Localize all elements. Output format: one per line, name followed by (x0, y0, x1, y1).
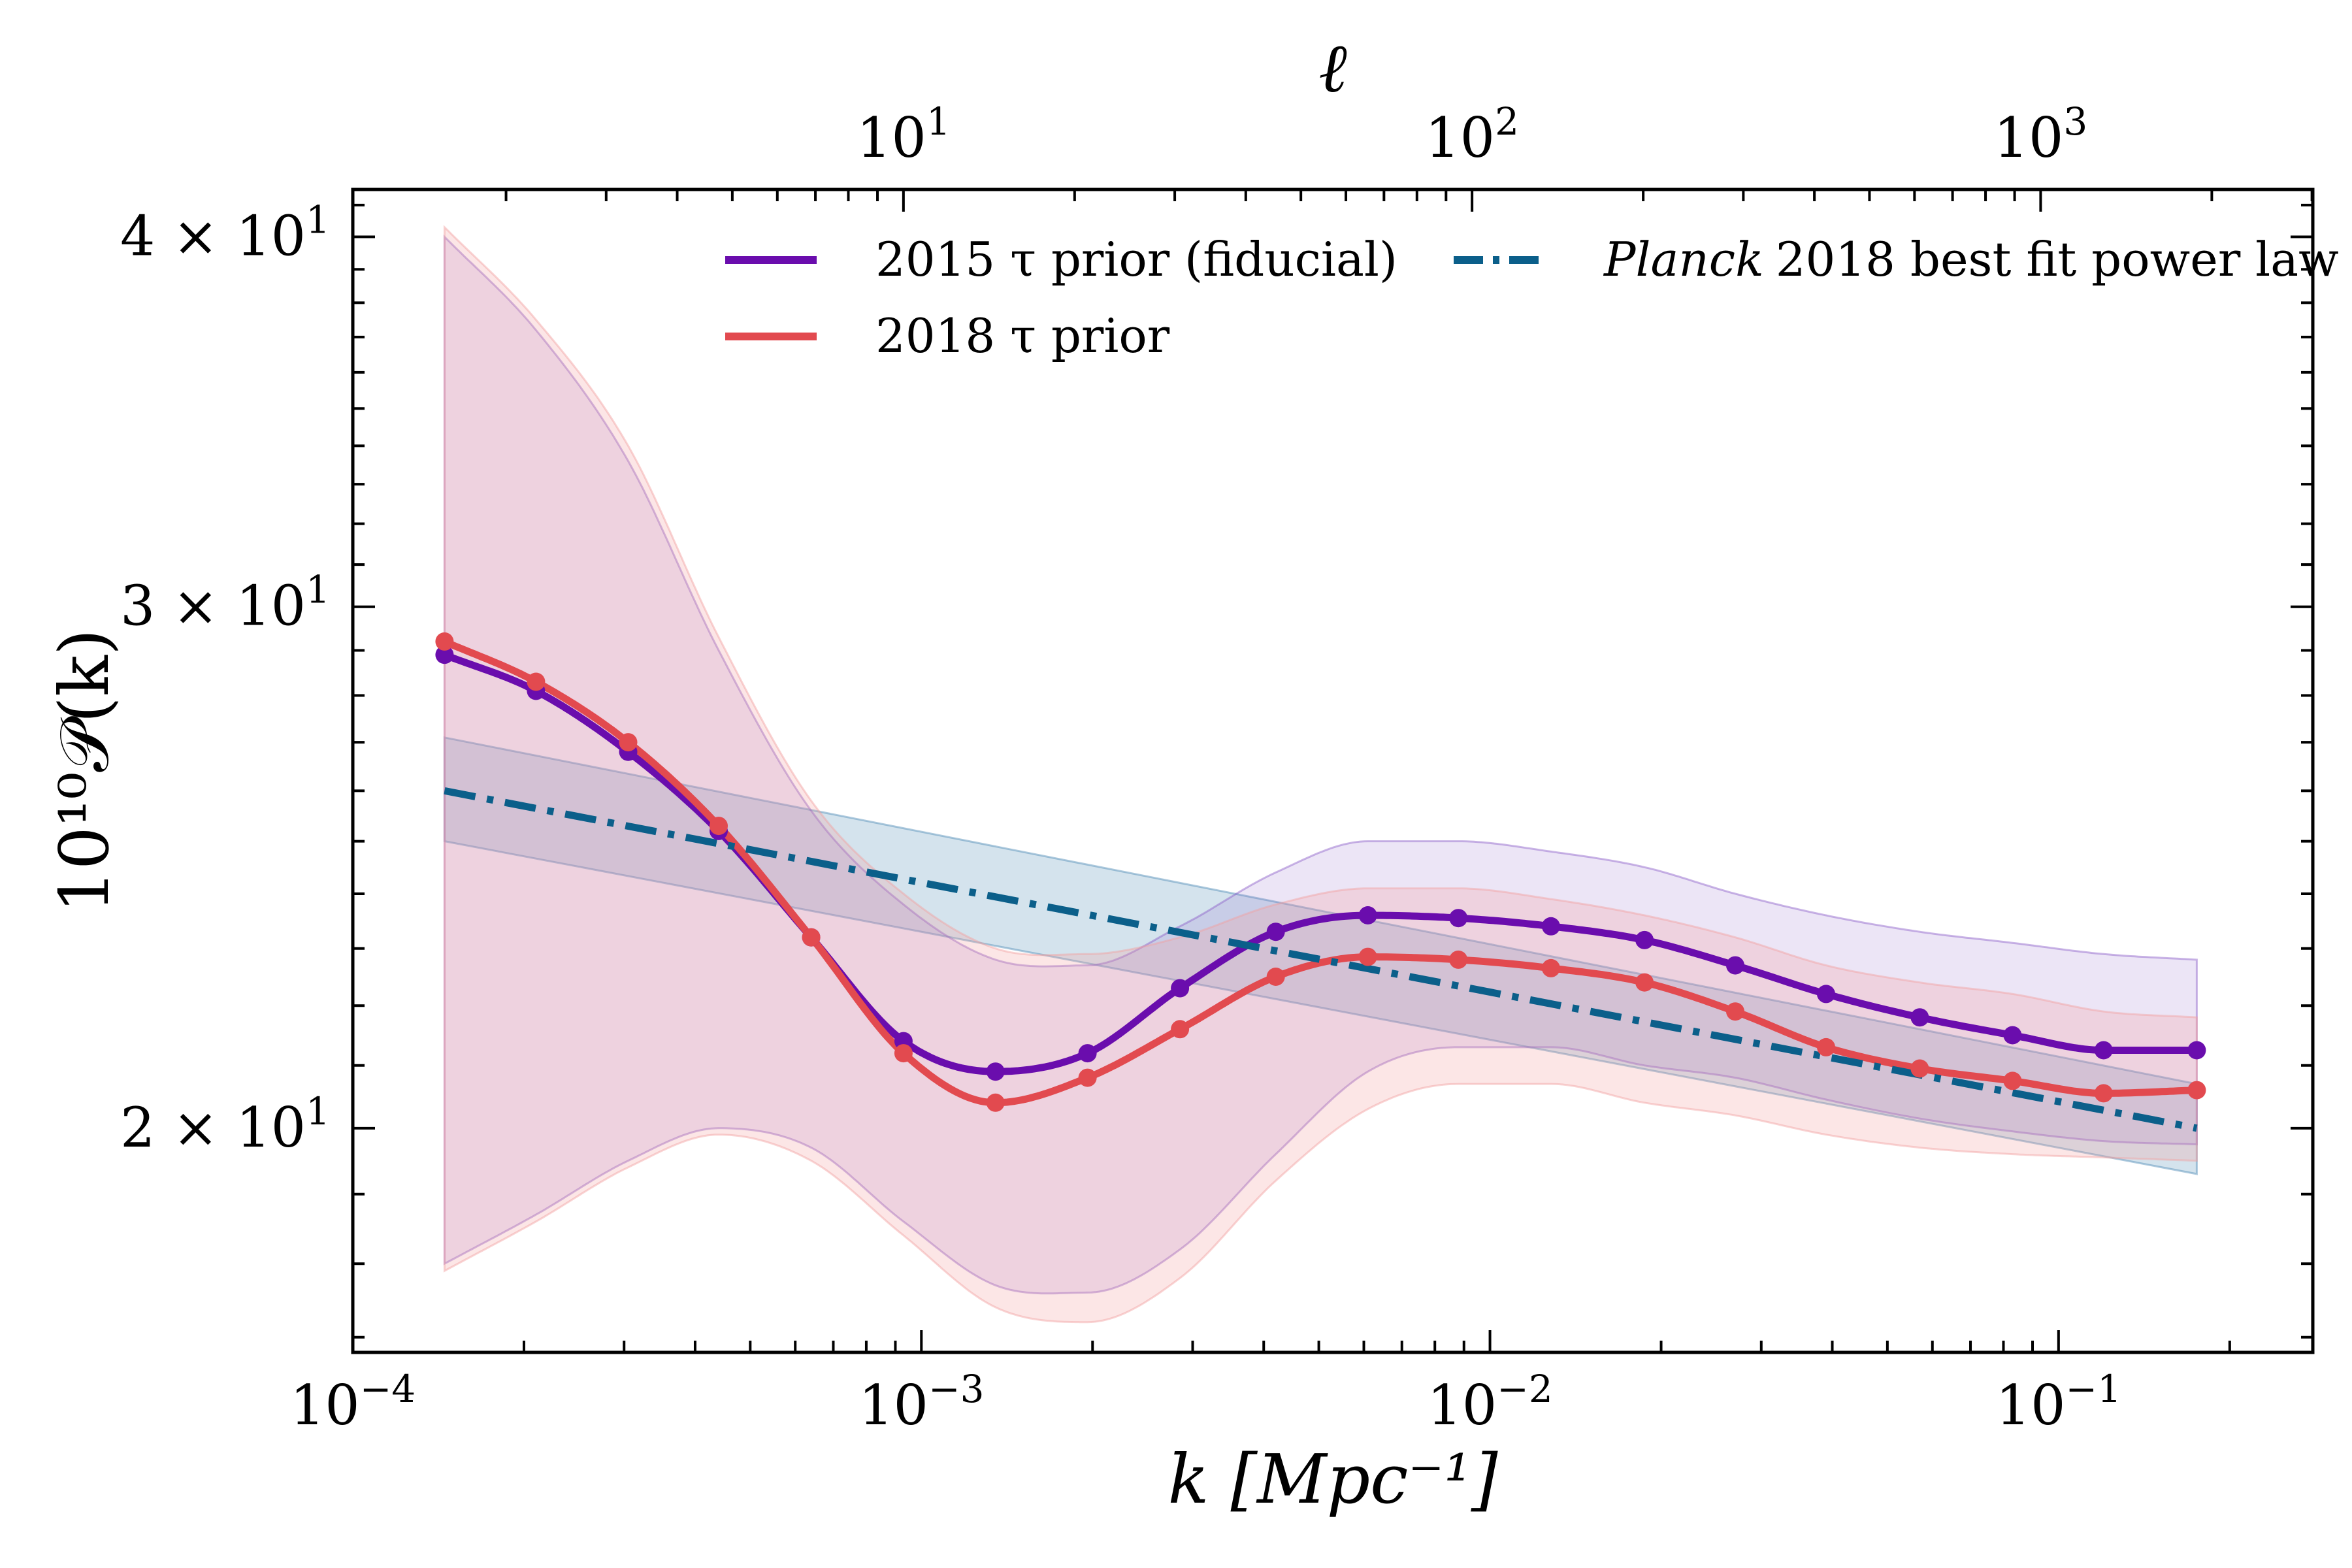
data-point-2018 (802, 928, 821, 947)
data-point-2018 (1449, 950, 1468, 969)
data-point-2018 (1078, 1068, 1097, 1087)
data-point-2018 (619, 733, 638, 752)
data-point-2018 (2187, 1081, 2206, 1100)
uncertainty-bands (443, 225, 2198, 1324)
data-point-2015 (2003, 1026, 2022, 1045)
data-point-2015 (1910, 1008, 1929, 1027)
data-point-2018 (1171, 1020, 1190, 1039)
data-point-2015 (1078, 1044, 1097, 1063)
series-lines (443, 638, 2198, 1132)
data-point-2018 (1266, 968, 1285, 986)
data-point-2015 (1449, 909, 1468, 928)
data-point-2018 (710, 817, 728, 836)
data-point-2018 (2094, 1084, 2113, 1103)
data-point-2015 (1171, 979, 1190, 998)
data-point-2015 (1358, 906, 1377, 924)
data-point-2015 (1817, 985, 1835, 1004)
data-point-2015 (2187, 1041, 2206, 1060)
x-tick-label: 10−2 (1427, 1367, 1552, 1437)
y-tick-label: 4 × 101 (120, 197, 330, 268)
data-point-2015 (1726, 956, 1744, 975)
legend-label-planck: Planck 2018 best fit power law (1603, 232, 2339, 287)
y-tick-label: 2 × 101 (120, 1089, 330, 1160)
top-tick-label: 101 (857, 99, 951, 170)
legend: 2015 τ prior (fiducial) 2018 τ prior Pla… (725, 232, 2339, 363)
plot-frame (351, 188, 2315, 1354)
top-axis-label: ℓ (1318, 28, 1347, 108)
data-point-2015 (1266, 923, 1285, 941)
x-tick-label: 10−1 (1996, 1367, 2121, 1437)
series-markers (435, 632, 2206, 1112)
data-point-2018 (986, 1093, 1005, 1112)
axis-tick-labels: 10−4 10−3 10−2 10−1 101 102 103 2 × 101 3 × 101 4… (120, 99, 2121, 1437)
legend-label-2018: 2018 τ prior (875, 308, 1170, 363)
x-tick-label: 10−3 (858, 1367, 984, 1437)
data-point-2018 (527, 672, 546, 691)
data-point-2015 (1541, 917, 1560, 936)
x-axis-label: k [Mpc⁻¹] (1168, 1439, 1498, 1519)
data-point-2015 (1635, 930, 1654, 949)
data-point-2018 (1817, 1037, 1835, 1056)
x-tick-label: 10−4 (290, 1367, 416, 1437)
data-point-2015 (986, 1062, 1005, 1081)
band-2018 (443, 225, 2198, 1324)
band-planck (443, 736, 2198, 1175)
data-point-2018 (894, 1044, 913, 1063)
top-tick-label: 102 (1425, 99, 1519, 170)
data-point-2018 (2003, 1071, 2022, 1090)
series-line-planck (444, 787, 2198, 1132)
legend-label-2015: 2015 τ prior (fiducial) (875, 232, 1397, 287)
y-tick-label: 3 × 101 (120, 568, 330, 638)
data-point-2018 (435, 632, 454, 651)
data-point-2015 (435, 645, 454, 664)
legend-label-planck-rest: 2018 best fit power law (1776, 232, 2339, 287)
data-point-2018 (1635, 973, 1654, 992)
axis-ticks (351, 189, 2313, 1352)
data-point-2018 (1726, 1002, 1744, 1021)
data-point-2018 (1358, 947, 1377, 966)
data-point-2015 (2094, 1041, 2113, 1060)
legend-label-planck-italic: Planck (1603, 232, 1764, 287)
data-point-2018 (1541, 958, 1560, 977)
y-axis-label: 10¹⁰𝒫(k) (44, 629, 124, 913)
data-point-2018 (1910, 1059, 1929, 1078)
top-tick-label: 103 (1994, 99, 2088, 170)
